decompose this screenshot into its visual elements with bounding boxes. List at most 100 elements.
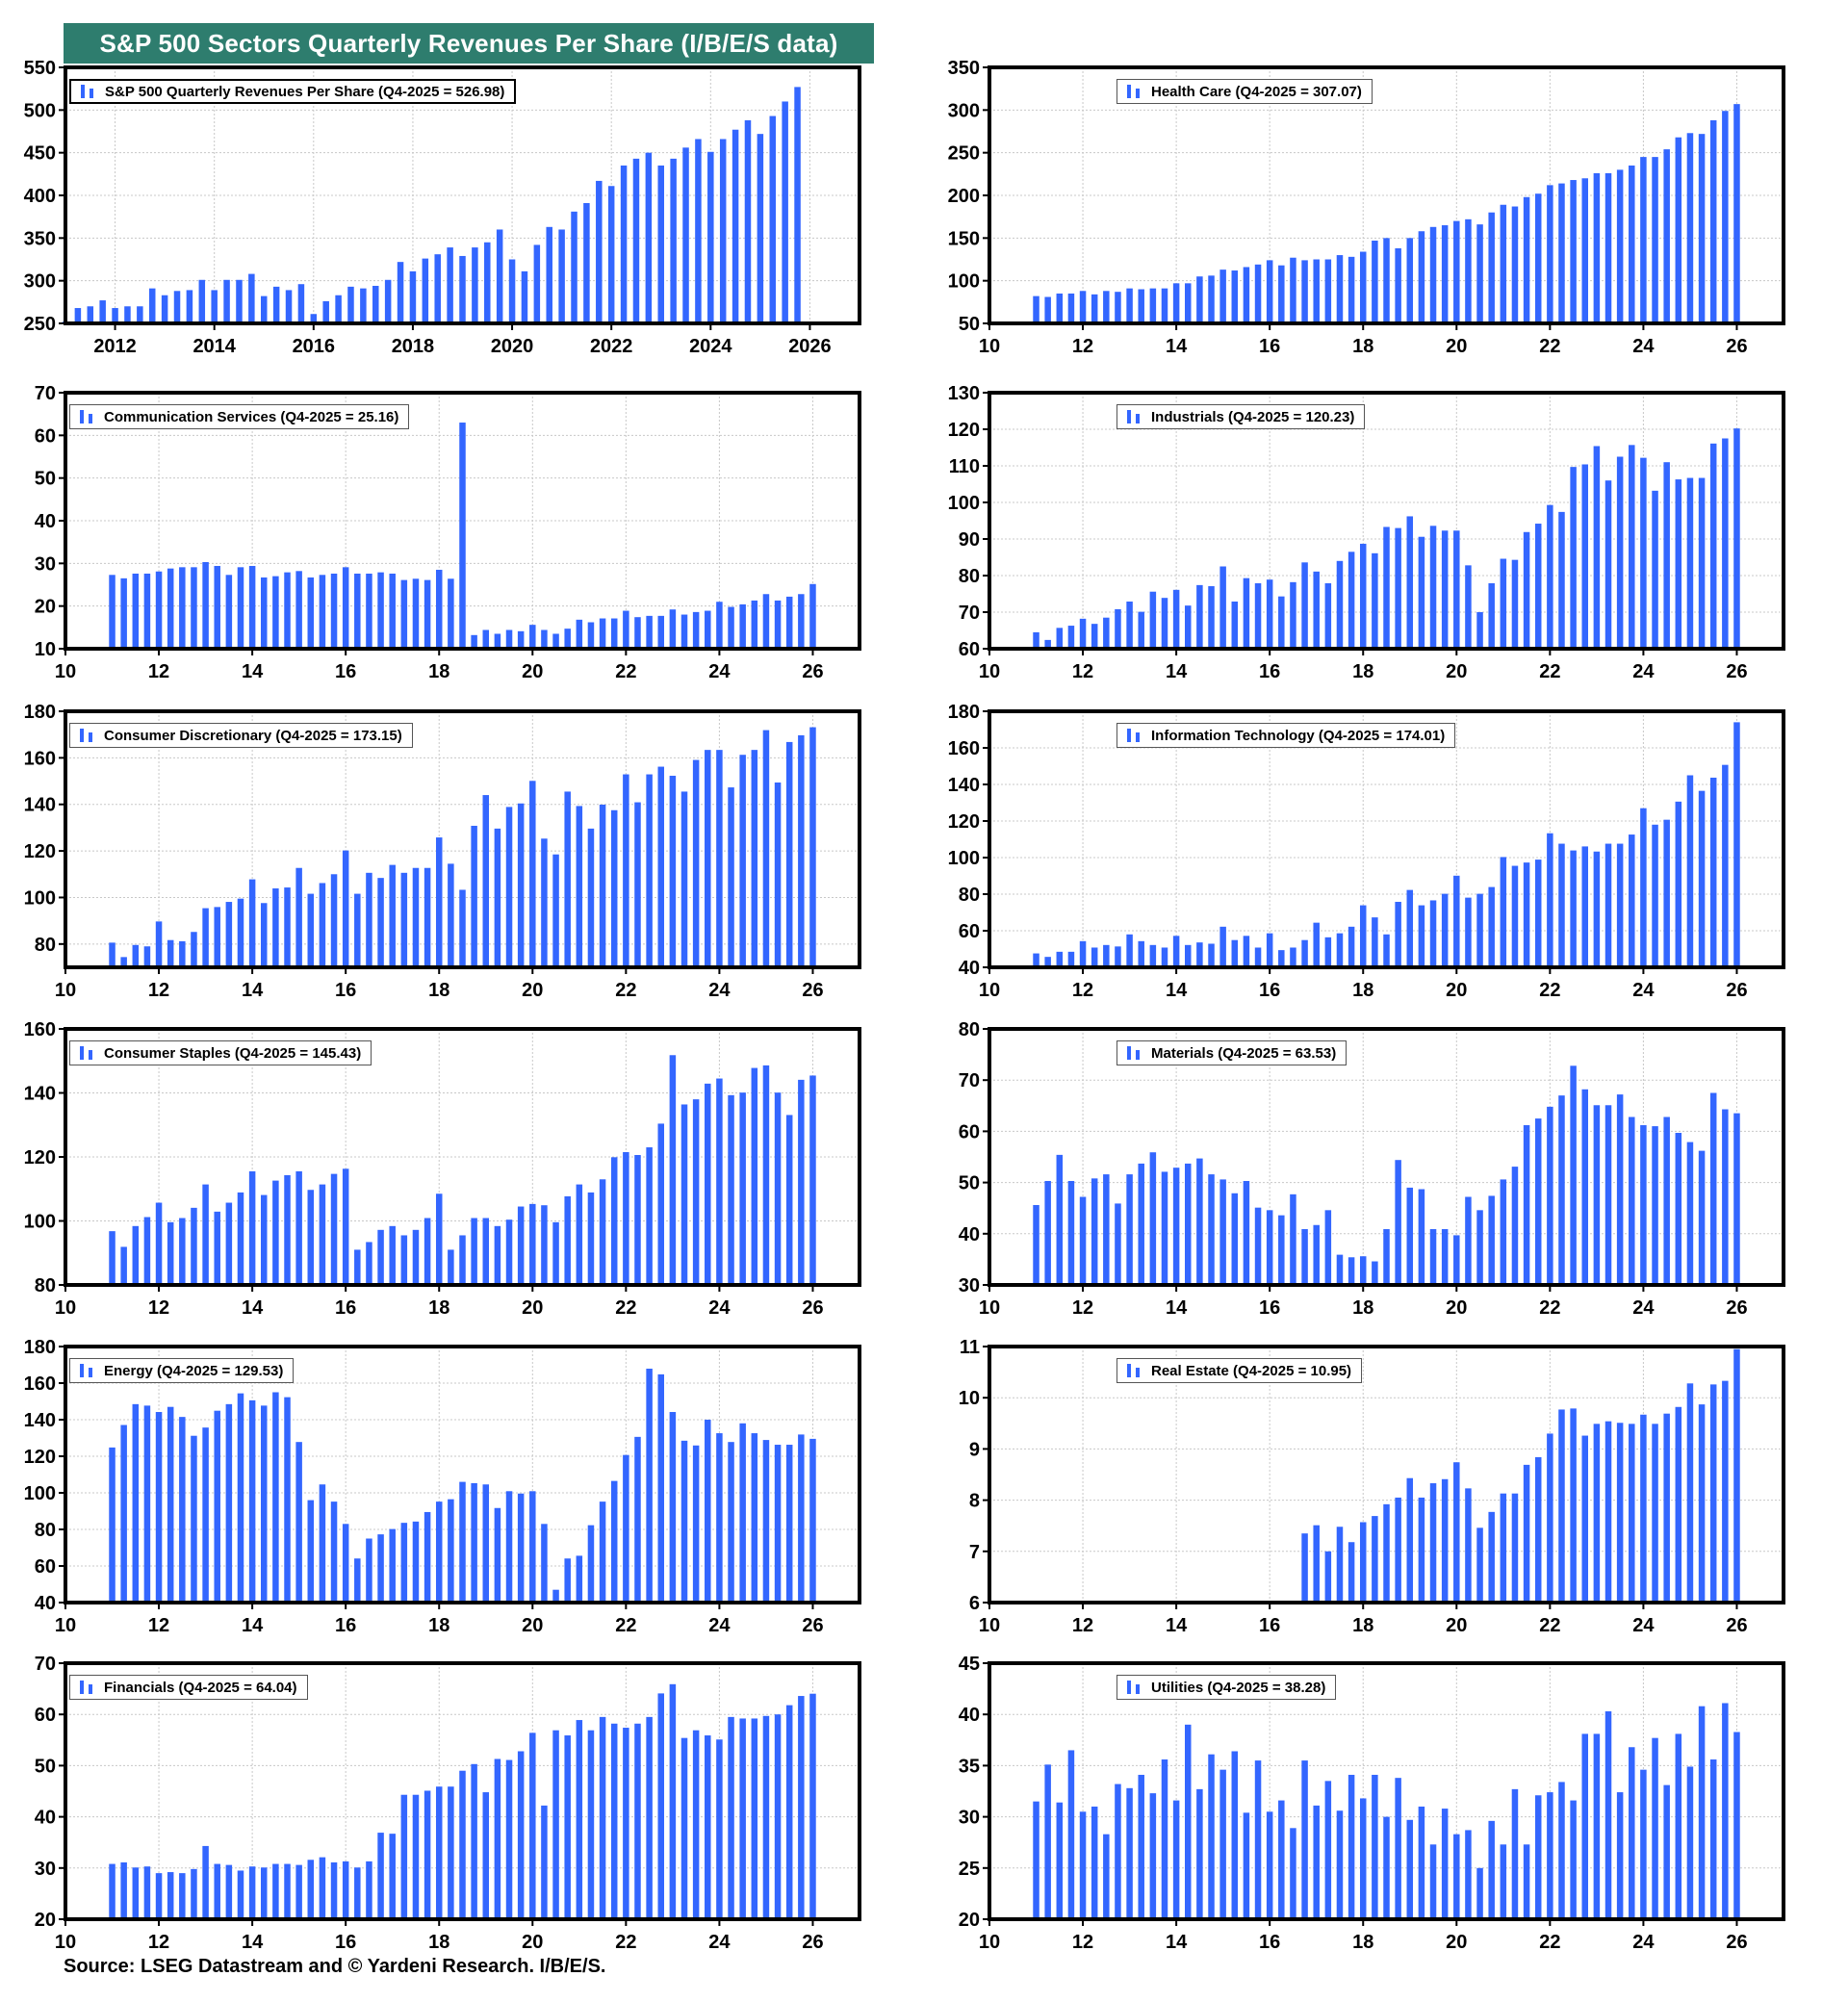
svg-text:14: 14 — [242, 1297, 264, 1319]
chart-panel-information-technology: 40 60 80 100 120 140 160 180 10 12 14 16 18 20 22 24 26 I… — [924, 702, 1848, 1012]
chart-panel-sp500: 250 300 350 400 450 500 550 2012 2014 2016 2018 202… — [0, 58, 924, 368]
bar-series — [62, 87, 801, 323]
svg-text:80: 80 — [959, 1019, 980, 1040]
x-axis: 10 12 14 16 18 20 22 24 26 — [979, 1919, 1748, 1953]
x-axis: 10 12 14 16 18 20 22 24 26 — [55, 1285, 824, 1319]
svg-text:22: 22 — [1539, 1932, 1560, 1953]
svg-text:22: 22 — [615, 1615, 636, 1636]
svg-text:90: 90 — [959, 529, 980, 551]
svg-text:250: 250 — [948, 143, 980, 165]
plot-frame — [988, 1345, 1785, 1604]
svg-text:24: 24 — [1632, 336, 1655, 357]
chart-financials: 20 30 40 50 60 70 10 12 14 16 18 20 22 24 26 — [35, 1654, 861, 1953]
svg-text:20: 20 — [35, 597, 56, 618]
chart-panel-real-estate: 6 7 8 9 10 11 10 12 14 16 18 20 22 24 26 Real Estate (Q… — [924, 1337, 1848, 1647]
svg-text:120: 120 — [24, 1147, 56, 1168]
chart-information-technology: 40 60 80 100 120 140 160 180 10 12 14 16 18 20 22 24 26 — [948, 702, 1785, 1001]
svg-text:16: 16 — [1259, 336, 1280, 357]
x-axis: 10 12 14 16 18 20 22 24 26 — [979, 649, 1748, 682]
y-axis: 10 20 30 40 50 60 70 — [35, 383, 65, 660]
legend-information-technology: Information Technology (Q4-2025 = 174.01… — [1116, 723, 1456, 748]
chart-panel-health-care: 50 100 150 200 250 300 350 10 12 14 16 18 20 22 24 26 He… — [924, 58, 1848, 368]
legend-sp500: S&P 500 Quarterly Revenues Per Share (Q4… — [69, 79, 517, 104]
y-axis: 60 70 80 90 100 110 120 130 — [948, 383, 989, 660]
svg-text:26: 26 — [1726, 1297, 1747, 1319]
svg-text:70: 70 — [959, 603, 980, 624]
plot-frame — [988, 1027, 1785, 1287]
legend-real-estate: Real Estate (Q4-2025 = 10.95) — [1116, 1358, 1363, 1383]
bar-series — [1033, 722, 1740, 967]
legend-label: Industrials (Q4-2025 = 120.23) — [1151, 408, 1355, 425]
legend-label: Information Technology (Q4-2025 = 174.01… — [1151, 727, 1446, 744]
svg-text:150: 150 — [948, 228, 980, 249]
svg-text:70: 70 — [35, 1654, 56, 1675]
svg-text:35: 35 — [959, 1756, 980, 1777]
svg-text:20: 20 — [959, 1910, 980, 1931]
svg-text:7: 7 — [969, 1542, 980, 1563]
svg-text:120: 120 — [948, 811, 980, 833]
svg-text:26: 26 — [1726, 980, 1747, 1001]
svg-text:2024: 2024 — [689, 336, 732, 357]
svg-text:140: 140 — [24, 1410, 56, 1431]
svg-text:12: 12 — [1072, 1932, 1093, 1953]
svg-text:60: 60 — [959, 921, 980, 942]
chart-health-care: 50 100 150 200 250 300 350 10 12 14 16 18 20 22 24 26 — [948, 58, 1785, 357]
svg-text:14: 14 — [242, 661, 264, 682]
bar-series — [1033, 428, 1740, 649]
svg-text:20: 20 — [35, 1910, 56, 1931]
svg-text:22: 22 — [615, 661, 636, 682]
chart-real-estate: 6 7 8 9 10 11 10 12 14 16 18 20 22 24 26 — [959, 1337, 1785, 1636]
svg-text:22: 22 — [615, 980, 636, 1001]
plot-frame — [64, 1345, 861, 1604]
x-axis: 10 12 14 16 18 20 22 24 26 — [979, 323, 1748, 357]
svg-text:40: 40 — [35, 511, 56, 532]
legend-label: Energy (Q4-2025 = 129.53) — [104, 1362, 284, 1379]
svg-text:40: 40 — [959, 958, 980, 979]
svg-text:12: 12 — [148, 980, 169, 1001]
svg-text:10: 10 — [979, 661, 1000, 682]
chart-energy: 40 60 80 100 120 140 160 180 10 12 14 16 18 20 22 24 26 — [24, 1337, 861, 1636]
svg-text:24: 24 — [708, 661, 731, 682]
x-axis: 2012 2014 2016 2018 2020 2022 2024 2026 — [93, 323, 832, 357]
svg-text:24: 24 — [1632, 980, 1655, 1001]
svg-text:10: 10 — [55, 661, 76, 682]
y-axis: 20 30 40 50 60 70 — [35, 1654, 65, 1931]
svg-text:24: 24 — [1632, 661, 1655, 682]
svg-text:2018: 2018 — [392, 336, 435, 357]
svg-text:160: 160 — [948, 738, 980, 759]
svg-text:20: 20 — [522, 1932, 543, 1953]
svg-text:6: 6 — [969, 1593, 980, 1614]
svg-text:22: 22 — [615, 1297, 636, 1319]
svg-text:14: 14 — [1166, 1932, 1188, 1953]
svg-text:2022: 2022 — [590, 336, 633, 357]
chart-panel-energy: 40 60 80 100 120 140 160 180 10 12 14 16 18 20 22 24 26 E… — [0, 1337, 924, 1647]
legend-utilities: Utilities (Q4-2025 = 38.28) — [1116, 1675, 1337, 1700]
svg-text:20: 20 — [522, 1297, 543, 1319]
page-title: S&P 500 Sectors Quarterly Revenues Per S… — [64, 23, 874, 64]
x-axis: 10 12 14 16 18 20 22 24 26 — [979, 967, 1748, 1001]
bar-series — [109, 1368, 816, 1603]
x-axis: 10 12 14 16 18 20 22 24 26 — [55, 1919, 824, 1953]
svg-text:12: 12 — [1072, 336, 1093, 357]
legend-label: Materials (Q4-2025 = 63.53) — [1151, 1044, 1337, 1062]
plot-frame — [64, 1661, 861, 1921]
svg-text:2016: 2016 — [293, 336, 336, 357]
chart-sp500: 250 300 350 400 450 500 550 2012 2014 2016 2018 202… — [24, 58, 861, 357]
chart-consumer-staples: 80 100 120 140 160 10 12 14 16 18 20 22 24 26 — [24, 1019, 861, 1319]
legend-bar-icon — [1127, 1681, 1140, 1694]
svg-text:18: 18 — [1352, 336, 1373, 357]
svg-text:350: 350 — [948, 58, 980, 79]
svg-text:12: 12 — [1072, 1297, 1093, 1319]
legend-label: Communication Services (Q4-2025 = 25.16) — [104, 408, 399, 425]
svg-text:22: 22 — [1539, 1297, 1560, 1319]
legend-bar-icon — [81, 85, 93, 98]
bar-series — [109, 423, 816, 649]
svg-text:22: 22 — [615, 1932, 636, 1953]
svg-text:100: 100 — [948, 848, 980, 869]
svg-text:2012: 2012 — [93, 336, 137, 357]
legend-label: Financials (Q4-2025 = 64.04) — [104, 1679, 297, 1696]
x-axis: 10 12 14 16 18 20 22 24 26 — [55, 967, 824, 1001]
svg-text:16: 16 — [335, 1297, 356, 1319]
svg-text:10: 10 — [979, 1297, 1000, 1319]
svg-text:16: 16 — [1259, 980, 1280, 1001]
